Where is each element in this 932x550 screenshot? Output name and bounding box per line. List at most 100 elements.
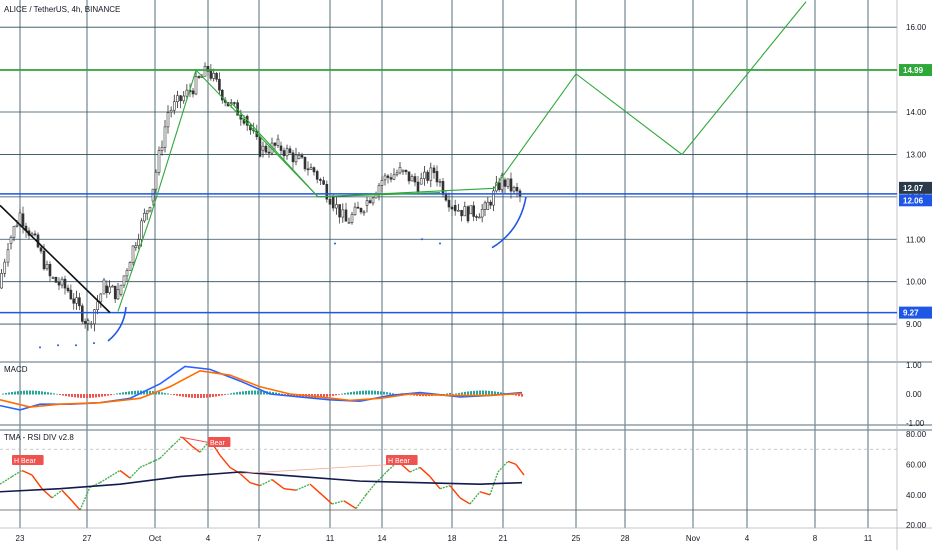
candle-body [203,66,207,77]
blue-dot [39,346,41,349]
rsi-segment [219,454,231,468]
time-tick-label: 4 [206,534,211,543]
rsi-segment [449,485,461,499]
candle-body [163,126,167,148]
candle-body [362,211,366,214]
macd-histogram-bar [479,390,481,395]
macd-histogram-bar [98,394,100,398]
macd-histogram-bar [374,390,376,395]
time-axis[interactable]: 23 27 Oct 4 7 11 14 18 21 25 28 Nov 4 8 11 [16,534,873,543]
macd-histogram-bar [47,392,49,395]
time-tick-label: 8 [813,534,818,543]
rsi-segment [239,473,251,484]
macd-histogram-bar [107,394,109,396]
candle-body [404,169,408,173]
candle-body [108,286,111,294]
macd-histogram-bar [53,393,55,395]
candle-body [325,183,329,200]
candle-body [413,176,417,183]
candle-body [51,276,55,279]
macd-histogram-bar [56,393,58,395]
rsi-segment [119,469,131,479]
macd-histogram-bar [350,392,352,395]
price-axis[interactable]: 16.0015.0014.0013.0012.0011.0010.009.001… [899,23,932,329]
candle-body [72,298,76,304]
candle-body [229,102,233,104]
candle-body [356,206,360,209]
time-tick-label: 14 [378,534,387,543]
macd-histogram-bar [128,391,130,395]
rsi-div-label: H Bear [14,458,36,465]
macd-histogram-bar [335,394,337,396]
candle-body [432,167,436,173]
candle-body [306,168,310,171]
time-tick-label: 27 [83,534,92,543]
candle-body [12,226,16,238]
macd-histogram-bar [356,391,358,395]
candle-body [137,239,140,247]
macd-histogram-bar [470,391,472,395]
candle-body [389,177,393,180]
candle-body [96,301,99,310]
candle-body [350,214,354,223]
candle-body [148,206,152,212]
macd-histogram-bar [476,390,478,395]
macd-histogram-bar [86,394,88,398]
candle-body [300,155,304,158]
candle-body [264,145,268,153]
rsi-segment [51,489,63,499]
macd-histogram-bar [458,392,460,395]
macd-histogram-bar [257,390,259,395]
macd-histogram-bar [389,392,391,395]
rsi-segment [507,460,517,466]
green-trend [231,103,319,198]
macd-histogram-bar [362,390,364,395]
candle-body [176,95,179,103]
price-tick-label: 10.00 [906,278,927,287]
time-tick-label: 21 [499,534,508,543]
rsi-segment [191,445,201,453]
macd-histogram-bar [278,393,280,395]
candle-body [368,200,372,204]
macd-histogram-bar [131,391,133,395]
macd-histogram-bar [338,394,340,395]
trend-line [0,204,111,314]
div-line [239,464,393,474]
macd-histogram-bar [272,392,274,395]
macd-histogram-bar [449,392,451,395]
rsi-segment [11,469,23,478]
time-tick-label: Nov [686,534,700,543]
candle-body [423,171,426,179]
candle-body [182,95,186,102]
candle-body [392,174,396,180]
candle-body [48,263,52,277]
candle-body [261,145,265,151]
candle-body [497,182,501,190]
macd-histogram-bar [224,394,226,395]
candle-body [166,112,170,128]
macd-histogram-bar [245,390,247,395]
macd-histogram-bar [17,391,19,395]
macd-histogram-bar [68,394,70,397]
blue-dot [75,344,77,347]
rsi-div-label: H Bear [388,458,410,465]
time-tick-label: 7 [257,534,262,543]
macd-histogram-bar [482,390,484,395]
candle-body [258,136,262,157]
macd-histogram-bar [467,391,469,395]
rsi-title: TMA - RSI DIV v2.8 [4,433,74,442]
rsi-segment [365,482,377,496]
macd-histogram-bar [332,394,334,396]
macd-histogram-bar [500,392,502,395]
candle-body [267,151,271,154]
macd-histogram-bar [71,394,73,398]
candle-body [338,204,341,218]
macd-histogram-bar [383,391,385,395]
candle-body [125,270,129,277]
macd-histogram-bar [488,390,490,395]
macd-histogram-bar [23,390,25,395]
macd-histogram-bar [104,394,106,397]
candle-body [438,181,442,183]
macd-histogram-bar [170,394,172,395]
